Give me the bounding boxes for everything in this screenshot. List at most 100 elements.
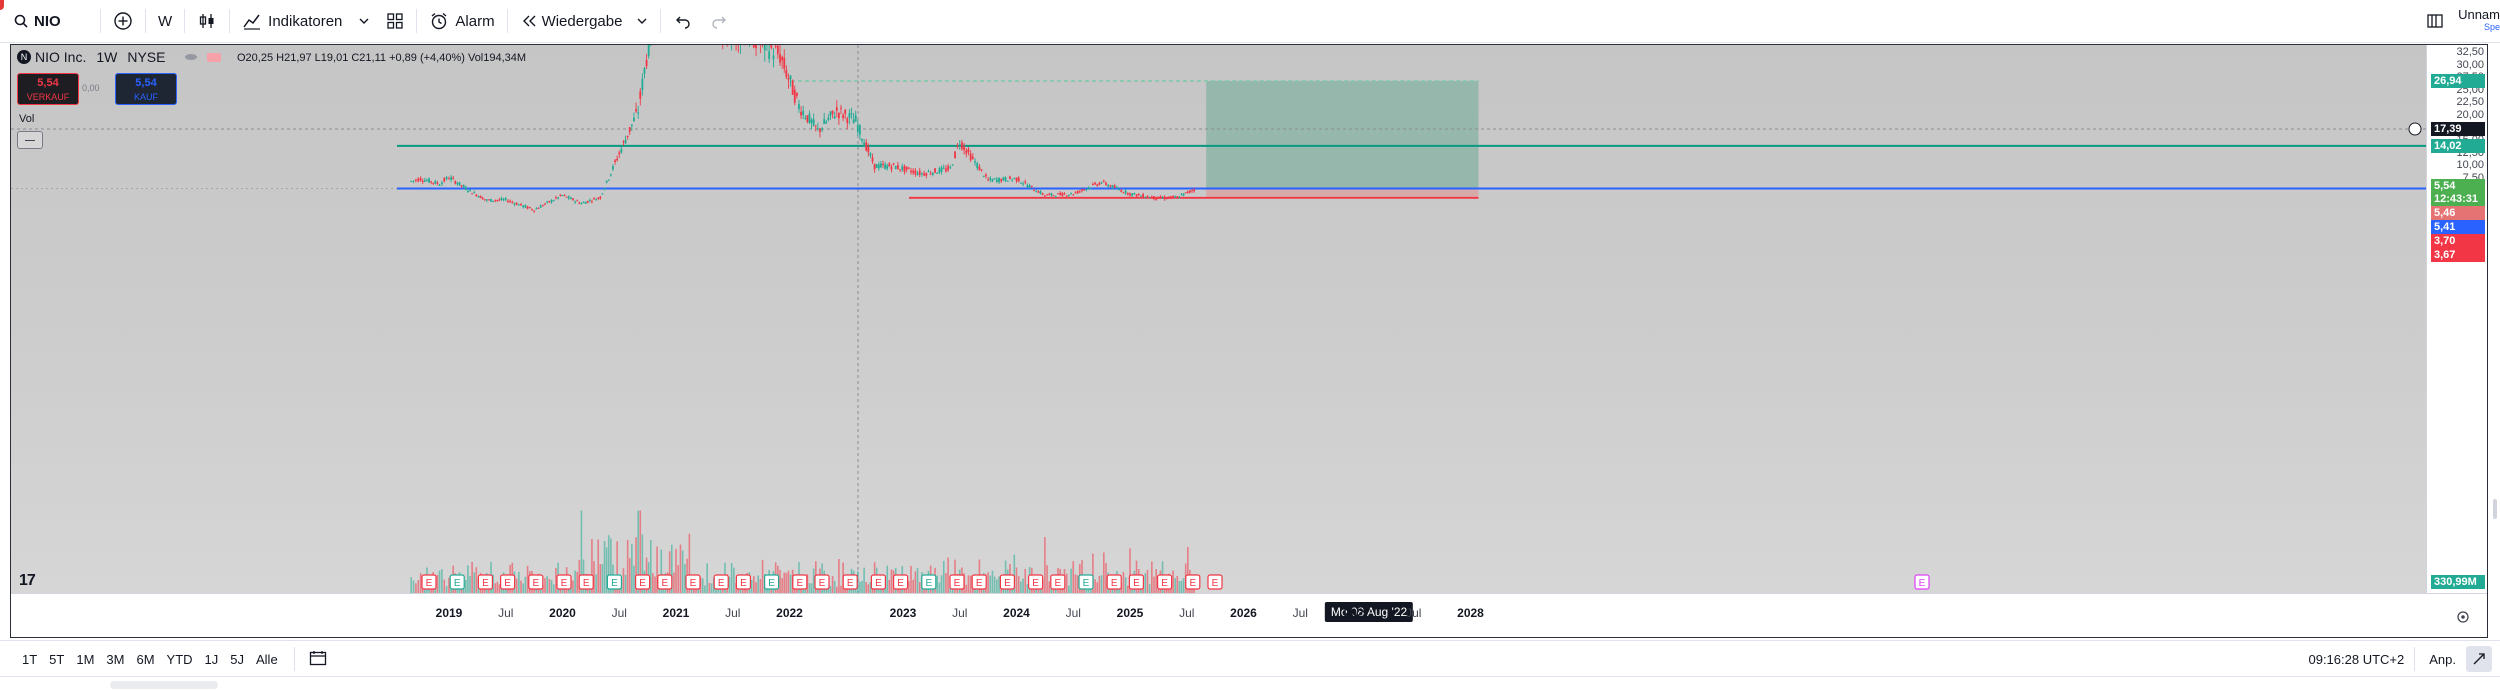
range-button-1m[interactable]: 1M [76,651,95,667]
earnings-label: E [482,578,489,589]
volume-bar [1026,584,1029,593]
candle-body [854,115,857,122]
candle-body [821,128,823,130]
candle-body [894,166,897,170]
candle-body [537,207,540,209]
sidebar-handle[interactable] [2493,499,2497,519]
candle-body [528,206,531,209]
candle-body [873,163,876,170]
candle-body [856,124,859,133]
candle-body [884,164,887,170]
panel-scroll-thumb[interactable] [110,681,218,689]
range-button-3m[interactable]: 3M [106,651,125,667]
candle-body [974,161,976,163]
volume-bar [469,575,471,593]
candle-body [1135,194,1138,197]
price-plot[interactable]: E E E E E E E E E E E E E E E E E E E E E E E E E E E E E E E E N NIO I… [11,45,2426,593]
candle-body [1026,185,1029,188]
candle-body [882,163,884,165]
redo-button[interactable] [701,0,737,42]
adjust-button[interactable]: Anp. [2429,651,2456,667]
undo-button[interactable] [665,0,701,42]
candle-body [544,203,546,205]
symbol-search-button[interactable]: NIO [0,0,96,42]
range-button-6m[interactable]: 6M [136,651,155,667]
volume-bar [701,578,704,593]
range-button-5t[interactable]: 5T [49,651,65,667]
earnings-badge [528,574,544,590]
time-tick-label: 2019 [435,606,463,620]
range-button-5j[interactable]: 5J [230,651,244,667]
candle-body [951,164,954,166]
volume-bar [652,573,654,593]
buy-button[interactable]: 5,54 KAUF [115,73,177,105]
divider [145,9,146,33]
candle-body [1150,196,1153,199]
volume-bar [706,563,708,593]
candle-body [1193,189,1196,192]
candle-body [785,69,788,78]
layout-button[interactable]: Unnam Spe [2418,0,2500,42]
alert-button[interactable]: Alarm [421,0,502,42]
time-tick-label: 2024 [1003,606,1030,620]
legend-collapse-button[interactable] [17,131,43,149]
legend-flag-icon[interactable] [207,52,222,62]
volume-bar [936,575,938,593]
volume-badge: 330,99M [2431,575,2485,589]
candle-body [804,117,807,119]
earnings-badge [949,574,965,590]
candle-body [1015,177,1018,181]
candle-body [511,202,514,204]
earnings-badge [921,574,937,590]
compare-symbol-button[interactable] [105,0,141,42]
chart-type-button[interactable] [189,0,225,42]
templates-button[interactable] [378,0,412,42]
candle-body [1070,193,1072,195]
goto-date-button[interactable] [299,650,337,669]
replay-button[interactable]: Wiedergabe [512,0,657,42]
scale-toggle-button[interactable] [2466,646,2492,672]
chart-pane[interactable]: E E E E E E E E E E E E E E E E E E E E E E E E E E E E E E E E N NIO I… [10,44,2488,638]
range-button-ytd[interactable]: YTD [166,651,193,667]
time-tick-label: 2023 [889,606,917,620]
range-button-1j[interactable]: 1J [204,651,219,667]
volume-bar [785,572,788,593]
candle-body [603,188,606,190]
tradingview-logo[interactable]: 17 [19,572,36,589]
chevron-down-icon [359,18,369,24]
time-axis[interactable]: Mo 08 Aug '22 2019 Jul 2020 Jul 2021 Jul 2022 2… [11,593,2487,637]
volume-bar [838,559,840,593]
volume-bar [1072,561,1075,593]
interval-button[interactable]: W [150,0,180,42]
candle-body [454,181,457,184]
candle-body [1129,193,1131,196]
range-button-1t[interactable]: 1T [22,651,38,667]
candle-body [1167,197,1170,199]
volume-bar [555,568,557,593]
legend-eye-icon[interactable] [185,54,198,60]
price-badge: 5,54 [2431,178,2485,193]
clock[interactable]: 09:16:28 UTC+2 [2308,651,2405,667]
settings-gear-icon[interactable] [2456,610,2470,624]
candle-body [800,111,802,116]
divider [293,647,295,671]
price-badge: 5,46 [2431,205,2485,220]
candle-body [438,184,441,186]
indicators-button[interactable]: Indikatoren [234,0,378,42]
volume-bar [757,575,760,593]
volume-bar [494,583,497,593]
candle-body [808,113,811,123]
volume-bar [787,570,790,593]
earnings-badge [421,574,437,590]
price-axis[interactable]: 32,5030,0027,5025,0022,5020,0017,5015,00… [2426,45,2487,593]
candle-body [430,181,433,183]
volume-bar [572,580,574,593]
volume-bar [730,563,733,593]
volume-bar [779,569,781,593]
volume-bar [912,579,914,593]
sell-button[interactable]: 5,54 VERKAUF [17,73,79,105]
price-badge: 17,39 [2431,121,2485,136]
earnings-label: E [1054,578,1061,589]
range-button-alle[interactable]: Alle [256,651,278,667]
